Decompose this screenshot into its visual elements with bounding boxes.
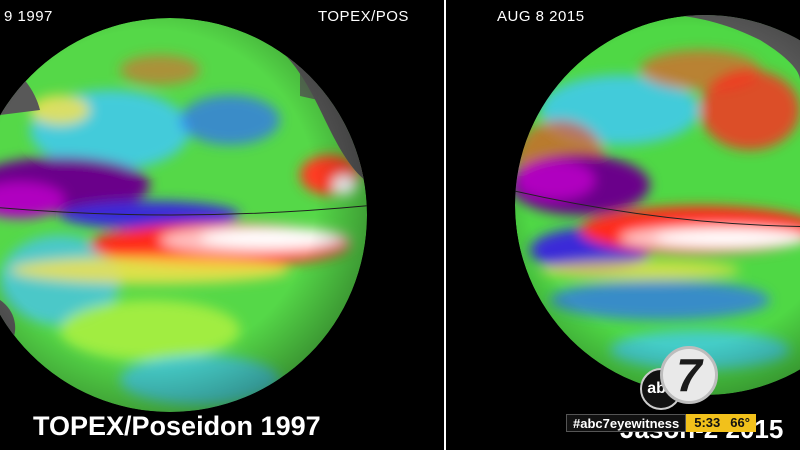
channel-7-logo-icon: 7 xyxy=(660,346,718,404)
right-date-label: AUG 8 2015 xyxy=(497,8,585,25)
channel-number: 7 xyxy=(676,349,702,401)
panel-divider xyxy=(444,0,446,450)
hashtag-label: #abc7eyewitness xyxy=(566,414,687,432)
time-label: 5:33 xyxy=(686,414,729,432)
left-date-label: 9 1997 xyxy=(4,8,53,25)
right-globe xyxy=(515,15,800,395)
broadcast-ticker: #abc7eyewitness 5:33 66° xyxy=(566,414,756,432)
left-satellite-label: TOPEX/POS xyxy=(318,8,409,25)
left-globe xyxy=(0,18,367,412)
temperature-label: 66° xyxy=(728,414,756,432)
left-caption: TOPEX/Poseidon 1997 xyxy=(33,411,321,441)
